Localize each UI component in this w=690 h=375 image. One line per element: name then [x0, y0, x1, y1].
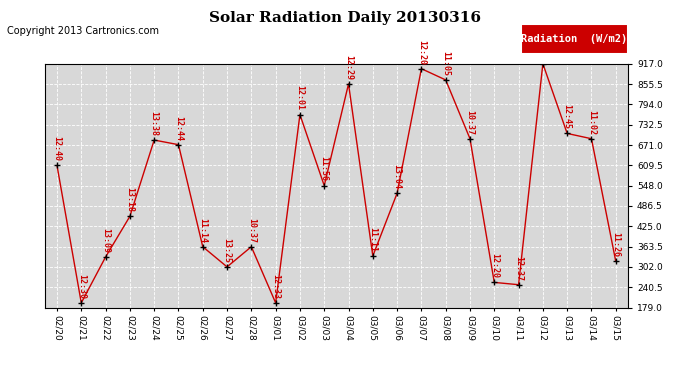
Text: 12:30: 12:30	[77, 274, 86, 299]
Text: 10:37: 10:37	[466, 110, 475, 135]
Text: 12:29: 12:29	[344, 55, 353, 80]
Text: 11:11: 11:11	[368, 227, 377, 252]
Text: Solar Radiation Daily 20130316: Solar Radiation Daily 20130316	[209, 11, 481, 25]
Text: 11:02: 11:02	[587, 110, 596, 135]
Text: 10:37: 10:37	[247, 217, 256, 243]
Text: 11:56: 11:56	[319, 156, 328, 182]
Text: 12:20: 12:20	[490, 253, 499, 278]
Text: 13:09: 13:09	[101, 228, 110, 253]
Text: Radiation  (W/m2): Radiation (W/m2)	[522, 34, 627, 44]
Text: 13:38: 13:38	[150, 111, 159, 136]
Text: 11:14: 11:14	[198, 217, 207, 243]
Text: 12:44: 12:44	[174, 116, 183, 141]
Text: Copyright 2013 Cartronics.com: Copyright 2013 Cartronics.com	[7, 26, 159, 36]
Text: 13:25: 13:25	[223, 238, 232, 263]
Text: 11:26: 11:26	[611, 232, 620, 257]
Text: 13:18: 13:18	[126, 187, 135, 212]
Text: 12:37: 12:37	[514, 255, 523, 280]
Text: 11:05: 11:05	[441, 51, 450, 76]
Text: 13:04: 13:04	[393, 164, 402, 189]
Text: 12:01: 12:01	[295, 86, 304, 111]
Text: 12:40: 12:40	[52, 136, 61, 161]
Text: 12:45: 12:45	[562, 104, 572, 129]
Text: 12:33: 12:33	[271, 274, 280, 299]
Text: 12:20: 12:20	[417, 39, 426, 64]
